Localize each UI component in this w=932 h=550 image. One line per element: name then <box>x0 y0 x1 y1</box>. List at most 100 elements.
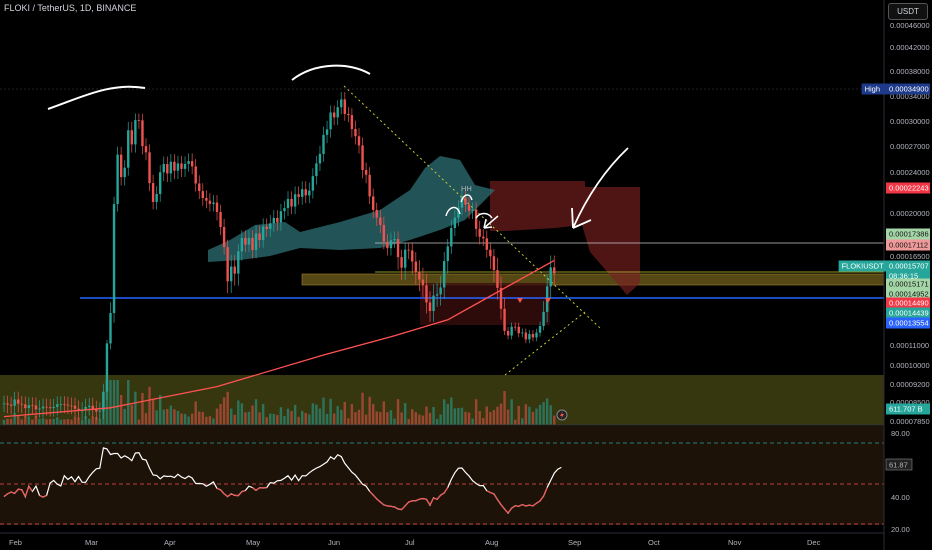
rsi-segment <box>42 494 47 498</box>
candle-body <box>503 308 506 331</box>
volume-bar <box>173 409 176 425</box>
rsi-segment <box>28 485 33 492</box>
candle-body <box>102 391 105 411</box>
candle-body <box>464 197 467 205</box>
candle-body <box>336 107 339 118</box>
rsi-segment <box>511 505 516 509</box>
candle-body <box>173 161 176 171</box>
price-tag-countdown: 08:36:15 <box>886 270 930 282</box>
candle-body <box>506 330 510 336</box>
time-axis-labels: Feb Mar Apr May Jun Jul Aug Sep Oct Nov Dec <box>9 538 821 547</box>
volume-bar <box>13 412 16 425</box>
rsi-segment <box>383 504 388 507</box>
rsi-segment <box>500 504 506 510</box>
candle-body <box>343 99 346 114</box>
time-axis-label: Aug <box>485 538 498 547</box>
volume-bar <box>506 409 510 425</box>
candle-body <box>24 404 27 409</box>
volume-bar <box>45 419 48 425</box>
currency-button[interactable]: USDT <box>888 3 928 20</box>
candle-body <box>467 204 471 211</box>
candle-body <box>34 405 38 410</box>
volume-bar <box>162 409 165 425</box>
volume-bar <box>517 405 520 425</box>
rsi-segment <box>433 497 438 500</box>
candle-body <box>382 224 386 242</box>
price-tag-g5: 0.00014439 <box>886 307 930 319</box>
candle-body <box>421 279 425 286</box>
time-axis-label: May <box>246 538 260 547</box>
candle-body <box>148 152 151 184</box>
rsi-segment <box>529 504 534 507</box>
candle-body <box>403 249 407 268</box>
volume-bar <box>119 395 123 425</box>
candle-body <box>428 302 432 311</box>
candle-body <box>237 251 240 274</box>
price-tag-symbol: FLOKIUSDT 0.00015707 <box>838 260 930 272</box>
volume-bar <box>354 412 357 425</box>
candle-body <box>432 295 435 311</box>
time-axis-label: Dec <box>807 538 821 547</box>
rsi-segment <box>227 493 232 498</box>
volume-bar <box>84 416 87 425</box>
volume-bar <box>343 401 346 425</box>
volume-bar <box>254 399 258 425</box>
volume-bar <box>393 418 396 425</box>
candle-body <box>183 163 187 169</box>
volume-bar <box>244 412 247 425</box>
volume-bar <box>545 398 549 425</box>
candle-body <box>297 194 300 197</box>
rsi-segment <box>443 487 449 494</box>
price-tag-red2: 0.00014490 <box>886 297 930 309</box>
volume-bar <box>492 410 496 425</box>
volume-bars <box>2 380 556 425</box>
candle-body <box>261 226 265 241</box>
price-tick-label: 0.00010000 <box>890 361 930 370</box>
candle-body <box>354 129 357 137</box>
candle-body <box>482 236 485 239</box>
candle-body <box>357 136 361 146</box>
volume-bar <box>329 398 332 425</box>
tag-value-bg <box>886 288 930 300</box>
volume-bar <box>176 410 180 425</box>
rsi-segment <box>21 489 26 498</box>
price-tick-label: 0.00034000 <box>890 92 930 101</box>
volume-bar <box>467 412 471 425</box>
volume-bar <box>368 396 371 425</box>
candle-body <box>176 163 180 171</box>
volume-bar <box>159 394 162 425</box>
volume-bar <box>73 416 77 425</box>
volume-bar <box>482 418 485 425</box>
candle-body <box>77 408 80 411</box>
candle-body <box>542 311 545 327</box>
candle-body <box>272 217 275 224</box>
volume-bar <box>301 410 304 425</box>
candle-body <box>190 161 194 167</box>
price-tick-label: 0.00046000 <box>890 21 930 30</box>
volume-bar <box>290 410 293 425</box>
rsi-segment <box>404 501 410 507</box>
rsi-segment <box>515 505 519 507</box>
volume-bar <box>439 414 442 425</box>
candle-body <box>265 226 268 229</box>
rsi-segment <box>241 489 246 493</box>
candle-body <box>485 238 488 250</box>
volume-bar <box>340 409 343 425</box>
volume-bar <box>9 418 13 425</box>
tag-value: 611.707 B <box>889 405 923 414</box>
candle-body <box>396 239 400 258</box>
volume-bar <box>27 416 31 425</box>
price-tag-volume: 611.707 B <box>886 403 930 415</box>
volume-bar <box>66 419 70 425</box>
candle-body <box>276 217 279 223</box>
price-tick-label: 0.00042000 <box>890 43 930 52</box>
rsi-tick-label: 20.00 <box>891 525 910 534</box>
volume-bar <box>187 416 190 425</box>
volume-bar <box>336 406 339 425</box>
price-tick-label: 0.00008500 <box>890 398 930 407</box>
volume-bar <box>247 411 251 425</box>
volume-bar <box>63 419 66 425</box>
candle-body <box>368 174 371 197</box>
candle-body <box>63 404 66 405</box>
